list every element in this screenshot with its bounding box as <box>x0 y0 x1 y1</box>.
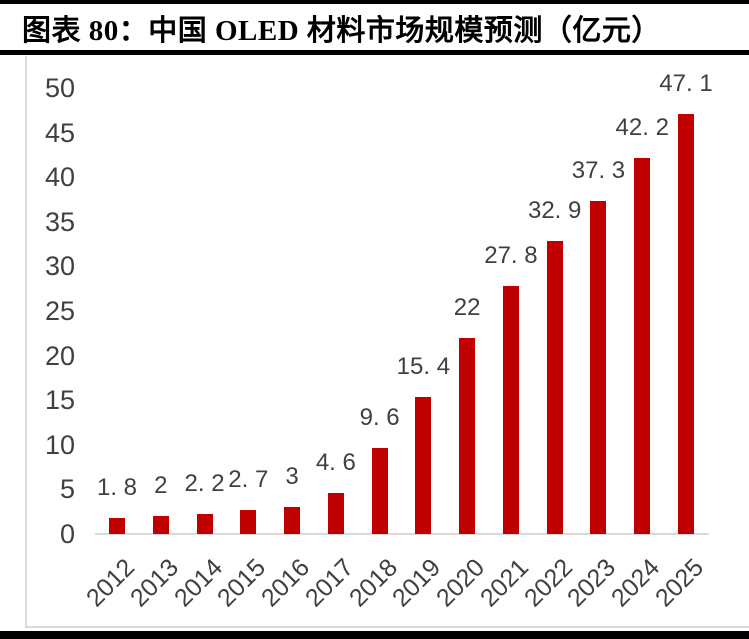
value-label-2018: 9. 6 <box>359 404 400 432</box>
bar-2015 <box>240 509 257 534</box>
bar-2025 <box>678 113 694 534</box>
top-divider <box>0 0 749 4</box>
bar-2023 <box>590 201 607 534</box>
value-label-2013: 2 <box>154 472 168 500</box>
value-label-2024: 42. 2 <box>615 113 669 141</box>
y-axis-tick-label-15: 15 <box>44 385 75 416</box>
value-label-2016: 3 <box>285 463 299 491</box>
bar-2019 <box>415 396 432 534</box>
value-label-2017: 4. 6 <box>315 448 356 476</box>
value-label-2020: 22 <box>453 293 481 321</box>
bar-2017 <box>327 492 344 534</box>
bar-2014 <box>196 514 213 534</box>
bar-2022 <box>546 240 563 534</box>
value-label-2019: 15. 4 <box>396 352 451 380</box>
y-axis-tick-label-10: 10 <box>44 429 75 460</box>
y-axis-tick-label-40: 40 <box>44 162 75 193</box>
value-label-2023: 37. 3 <box>571 157 626 185</box>
value-label-2022: 32. 9 <box>527 196 582 224</box>
x-axis-line <box>95 533 709 535</box>
bar-2012 <box>109 517 125 534</box>
figure-title: 图表 80：中国 OLED 材料市场规模预测（亿元） <box>22 15 661 47</box>
bar-2013 <box>152 516 169 534</box>
bar-2020 <box>459 337 476 534</box>
bottom-divider <box>0 631 749 639</box>
value-label-2014: 2. 2 <box>184 470 225 498</box>
y-axis-tick-label-20: 20 <box>44 340 75 371</box>
y-axis-tick-label-30: 30 <box>44 251 75 282</box>
title-divider <box>0 50 749 55</box>
chart-frame-border-bottom <box>25 626 749 628</box>
y-axis-tick-label-35: 35 <box>44 206 75 237</box>
bar-2018 <box>371 448 388 534</box>
bar-2024 <box>634 157 651 534</box>
value-label-2021: 27. 8 <box>484 242 538 270</box>
y-axis-tick-label-25: 25 <box>44 296 75 326</box>
chart-area: 0 5 10 15 20 25 30 35 40 45 50 1. 8 2012 2 2013 2. 2 201… <box>25 56 749 628</box>
y-axis-tick-label-50: 50 <box>44 73 75 103</box>
bar-2021 <box>502 286 519 534</box>
value-label-2015: 2. 7 <box>228 465 269 493</box>
value-label-2012: 1. 8 <box>96 473 138 501</box>
bar-2016 <box>284 507 301 534</box>
value-label-2025: 47. 1 <box>659 69 713 97</box>
y-axis-tick-label-45: 45 <box>44 117 75 148</box>
y-axis-tick-label-0: 0 <box>59 519 75 549</box>
chart-frame-border-left <box>25 56 27 628</box>
y-axis-tick-label-5: 5 <box>59 474 75 505</box>
